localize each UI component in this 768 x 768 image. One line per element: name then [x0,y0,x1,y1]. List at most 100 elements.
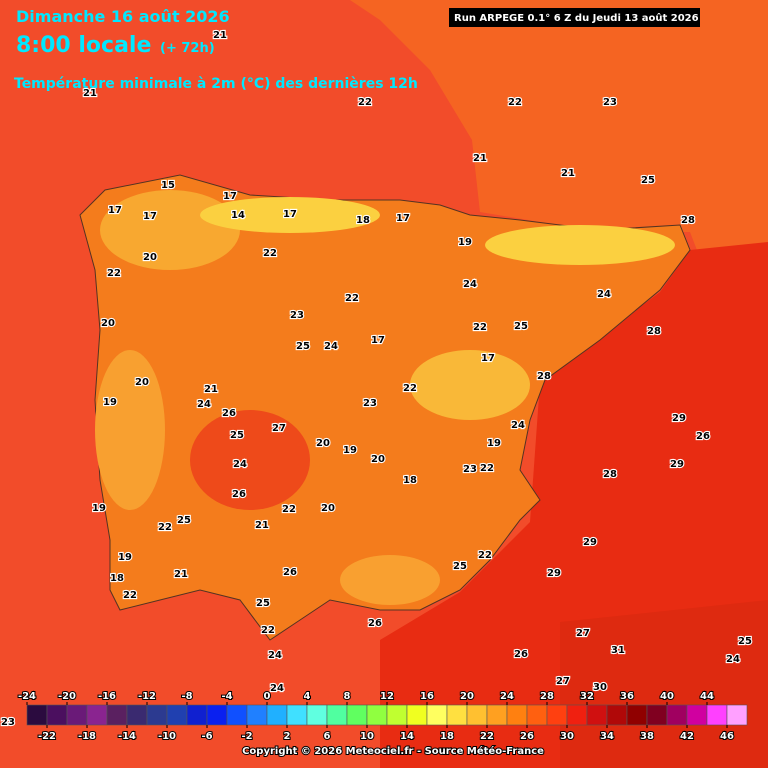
run-banner [449,8,700,27]
footer: Copyright © 2026 Meteociel.fr - Source M… [242,745,544,757]
temperature-label: 17 [481,353,495,364]
temperature-label: 22 [261,625,275,636]
color-swatch [266,704,288,726]
temperature-label: 29 [583,537,597,548]
color-swatch [486,704,508,726]
temperature-label: 22 [282,504,296,515]
temperature-label: 31 [611,645,625,656]
tick-label: 10 [360,731,374,742]
temperature-label: 20 [135,377,149,388]
temperature-label: 26 [696,431,710,442]
color-swatch [46,704,68,726]
temperature-label: 24 [197,399,211,410]
color-swatch [646,704,668,726]
temperature-label: 19 [343,445,357,456]
tick-label: 40 [660,691,674,702]
temperature-label: 25 [641,175,655,186]
tick-label: 44 [700,691,714,702]
tick-label: -6 [201,731,212,742]
tick-label: 42 [680,731,694,742]
temperature-label: 21 [255,520,269,531]
color-swatch [526,704,548,726]
temperature-label: 19 [458,237,472,248]
temperature-label: 25 [296,341,310,352]
temperature-label: 25 [230,430,244,441]
temperature-label: 17 [108,205,122,216]
temperature-label: 24 [597,289,611,300]
temperature-label: 24 [511,420,525,431]
color-swatch [366,704,388,726]
color-swatch [86,704,108,726]
temperature-label: 21 [204,384,218,395]
color-swatch [666,704,688,726]
color-swatch [126,704,148,726]
temperature-label: 20 [371,454,385,465]
color-swatch [26,704,48,726]
temperature-label: 19 [118,552,132,563]
temperature-label: 24 [726,654,740,665]
tick-label: 32 [580,691,594,702]
color-swatch [686,704,708,726]
tick-label: 2 [284,731,291,742]
color-swatch [246,704,268,726]
temperature-label: 29 [670,459,684,470]
temperature-label: 24 [233,459,247,470]
tick-label: 4 [304,691,311,702]
color-swatch [626,704,648,726]
tick-label: 26 [520,731,534,742]
temperature-label: 26 [232,489,246,500]
color-swatch [346,704,368,726]
color-swatch [406,704,428,726]
temperature-label: 24 [463,279,477,290]
temperature-label: 28 [603,469,617,480]
temperature-label: 24 [268,650,282,661]
temperature-label: 28 [647,326,661,337]
temperature-label: 18 [403,475,417,486]
tick-label: 8 [344,691,351,702]
temperature-label: 25 [453,561,467,572]
subtitle: Température minimale à 2m (°C) des derni… [14,76,418,92]
iberia [79,174,691,641]
relief [100,190,240,270]
temperature-label: 20 [321,503,335,514]
temperature-label: 22 [345,293,359,304]
relief [95,350,165,510]
temperature-label: 22 [263,248,277,259]
color-swatch [386,704,408,726]
relief [200,197,380,233]
temperature-label: 28 [537,371,551,382]
temperature-label: 27 [556,676,570,687]
color-swatch [326,704,348,726]
tick-label: 38 [640,731,654,742]
temperature-label: 23 [290,310,304,321]
tick-label: 24 [500,691,514,702]
temperature-label: 29 [672,413,686,424]
color-swatch [106,704,128,726]
tick-label: -12 [138,691,156,702]
temperature-label: 26 [514,649,528,660]
temperature-label: 23 [363,398,377,409]
temperature-label: 17 [223,191,237,202]
africa [560,600,768,768]
color-swatch [446,704,468,726]
temperature-label: 23 [603,97,617,108]
color-swatch [286,704,308,726]
tick-label: 16 [420,691,434,702]
temperature-label: 26 [368,618,382,629]
temperature-label: 17 [143,211,157,222]
tick-label: -18 [78,731,96,742]
temperature-label: 21 [473,153,487,164]
temperature-label: 18 [356,215,370,226]
tick-label: -10 [158,731,176,742]
color-swatch [186,704,208,726]
offset: (+ 72h) [160,41,215,56]
temperature-label: 20 [316,438,330,449]
temperature-label: 29 [547,568,561,579]
temperature-label: 14 [231,210,245,221]
warm-area [190,410,310,510]
temperature-label: 21 [174,569,188,580]
tick-label: 0 [264,691,271,702]
temperature-label: 25 [256,598,270,609]
